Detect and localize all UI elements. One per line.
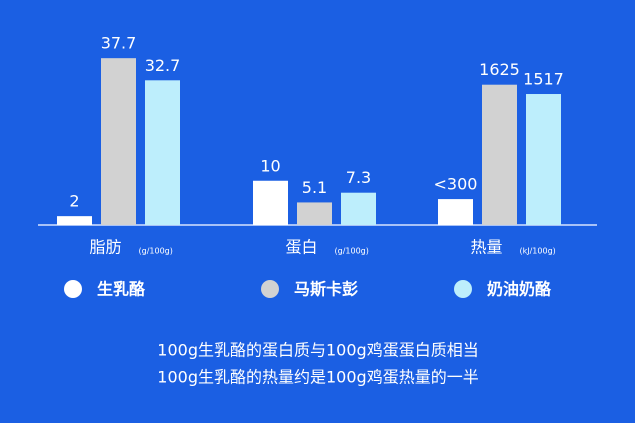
bar xyxy=(253,180,288,225)
bar xyxy=(526,94,561,226)
value-label: 37.7 xyxy=(101,34,137,53)
value-label: 5.1 xyxy=(302,178,327,197)
value-label: 1625 xyxy=(479,60,520,79)
category-label: 热量 xyxy=(470,238,502,257)
bar xyxy=(145,80,180,226)
value-label: <300 xyxy=(434,175,478,194)
note: 100g生乳酪的热量约是100g鸡蛋热量的一半 xyxy=(157,368,478,387)
legend-swatch xyxy=(454,280,472,298)
bar xyxy=(438,199,473,225)
unit-label: (kJ/100g) xyxy=(520,247,556,256)
value-label: 1517 xyxy=(523,70,564,89)
category-label: 脂肪 xyxy=(89,238,121,257)
bar xyxy=(101,58,136,225)
legend-label: 马斯卡彭 xyxy=(294,280,358,299)
bar xyxy=(341,192,376,225)
value-label: 32.7 xyxy=(145,56,181,75)
bar xyxy=(297,202,332,225)
unit-label: (g/100g) xyxy=(139,247,173,256)
value-label: 10 xyxy=(260,156,280,175)
legend-label: 生乳酪 xyxy=(97,280,146,299)
unit-label: (g/100g) xyxy=(335,247,369,256)
value-label: 2 xyxy=(69,192,79,211)
legend-swatch xyxy=(261,280,279,298)
legend-swatch xyxy=(64,280,82,298)
value-label: 7.3 xyxy=(346,168,371,187)
bar xyxy=(482,84,517,225)
legend-label: 奶油奶酪 xyxy=(487,280,552,299)
category-label: 蛋白 xyxy=(285,238,317,257)
bar xyxy=(57,216,92,225)
note: 100g生乳酪的蛋白质与100g鸡蛋蛋白质相当 xyxy=(157,341,478,360)
